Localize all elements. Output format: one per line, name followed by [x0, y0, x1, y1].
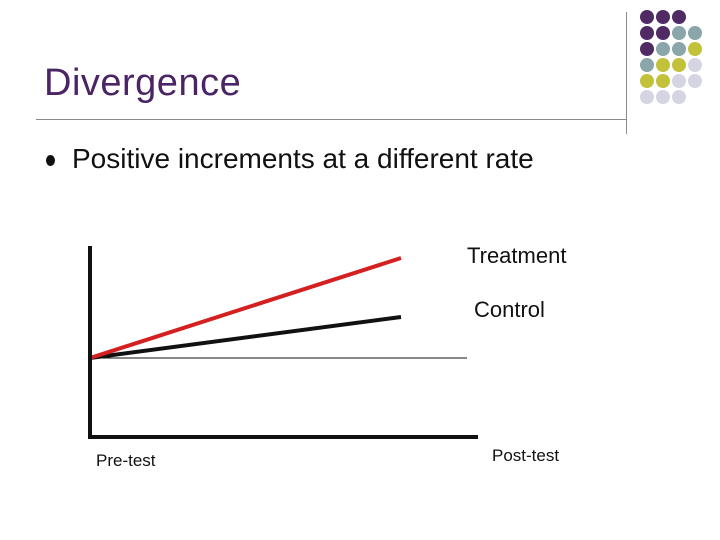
decor-dot: [672, 10, 686, 24]
decor-dot: [672, 90, 686, 104]
decor-dot: [672, 26, 686, 40]
decor-dot: [640, 90, 654, 104]
decor-dot: [640, 74, 654, 88]
decor-dot: [672, 58, 686, 72]
decorative-dot-grid: [640, 10, 702, 104]
decor-dot: [688, 42, 702, 56]
posttest-label: Post-test: [492, 446, 560, 465]
decor-dot: [688, 26, 702, 40]
decor-dot: [688, 74, 702, 88]
decor-dot: [640, 58, 654, 72]
decor-dot: [672, 74, 686, 88]
decor-dot: [688, 58, 702, 72]
title-vertical-rule: [626, 12, 627, 134]
treatment-line: [89, 256, 402, 360]
treatment-label: Treatment: [467, 243, 567, 268]
decor-dot: [656, 26, 670, 40]
decor-dot: [656, 42, 670, 56]
decor-dot: [656, 90, 670, 104]
decor-dot: [640, 26, 654, 40]
decor-dot: [672, 42, 686, 56]
decor-dot: [656, 58, 670, 72]
pretest-label: Pre-test: [96, 451, 156, 470]
decor-dot: [656, 74, 670, 88]
control-label: Control: [474, 297, 545, 322]
control-line: [89, 315, 402, 360]
bullet-icon: [46, 155, 55, 166]
decor-dot: [656, 10, 670, 24]
title-underline: [36, 119, 626, 120]
bullet-text: Positive increments at a different rate: [72, 143, 534, 174]
slide-title: Divergence: [44, 62, 242, 104]
decor-dot: [640, 10, 654, 24]
decor-dot: [640, 42, 654, 56]
